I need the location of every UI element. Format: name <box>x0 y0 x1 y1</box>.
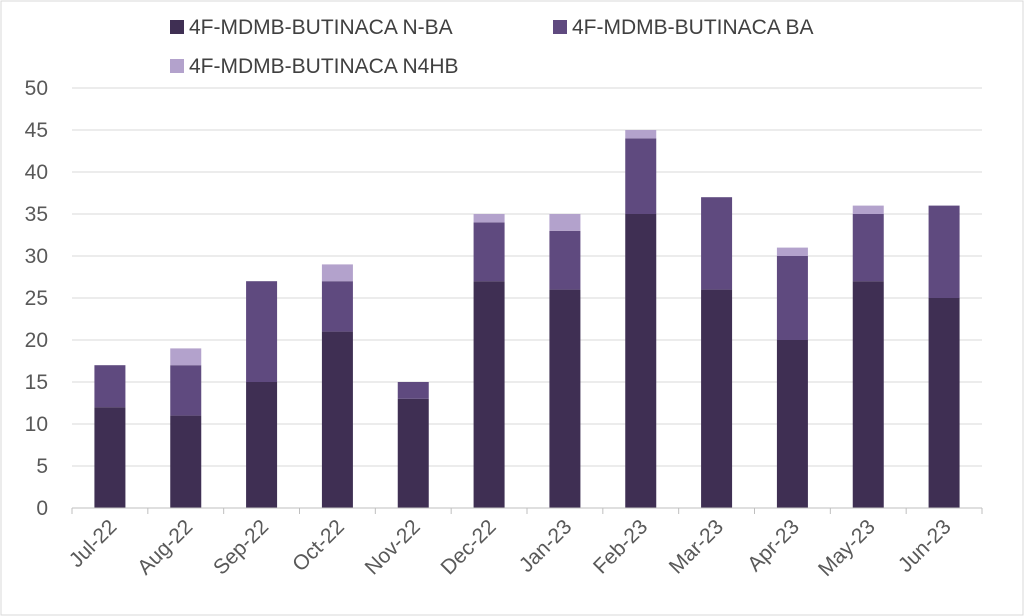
bar-segment <box>701 289 733 508</box>
bar-segment <box>246 382 278 508</box>
y-tick-label: 20 <box>25 329 48 352</box>
bar-segment <box>625 130 657 139</box>
legend-swatch <box>553 20 567 34</box>
bar-segment <box>852 281 884 508</box>
bar-segment <box>549 289 581 508</box>
y-tick-label: 0 <box>36 497 48 520</box>
bar-segment <box>246 281 278 382</box>
bars <box>94 130 960 508</box>
bar-segment <box>625 214 657 508</box>
y-tick-label: 45 <box>25 119 48 142</box>
bar-segment <box>776 247 808 256</box>
y-tick-label: 40 <box>25 161 48 184</box>
legend-label: 4F-MDMB-BUTINACA N4HB <box>189 55 459 78</box>
bar-segment <box>625 138 657 214</box>
y-tick-label: 50 <box>25 77 48 100</box>
y-tick-label: 35 <box>25 203 48 226</box>
bar-segment <box>701 197 733 290</box>
legend-swatch <box>170 20 184 34</box>
bar-segment <box>473 281 505 508</box>
y-tick-label: 30 <box>25 245 48 268</box>
y-tick-label: 5 <box>36 455 48 478</box>
legend-swatch <box>170 59 184 73</box>
legend-label: 4F-MDMB-BUTINACA BA <box>572 16 814 39</box>
bar-segment <box>397 382 429 399</box>
bar-segment <box>170 365 202 416</box>
bar-segment <box>397 398 429 508</box>
y-tick-label: 15 <box>25 371 48 394</box>
bar-segment <box>94 365 126 408</box>
legend-label: 4F-MDMB-BUTINACA N-BA <box>189 16 453 39</box>
legend: 4F-MDMB-BUTINACA N-BA 4F-MDMB-BUTINACA BA… <box>170 16 814 78</box>
bar-segment <box>94 407 126 508</box>
bar-segment <box>852 214 884 282</box>
bar-segment <box>549 214 581 231</box>
bar-segment <box>473 214 505 223</box>
y-tick-label: 10 <box>25 413 48 436</box>
y-tick-label: 25 <box>25 287 48 310</box>
bar-segment <box>928 298 960 508</box>
bar-segment <box>776 256 808 340</box>
bar-segment <box>852 205 884 214</box>
bar-segment <box>321 331 353 508</box>
gridlines <box>72 87 982 467</box>
bar-segment <box>170 415 202 508</box>
bar-segment <box>321 281 353 332</box>
bar-segment <box>928 205 960 298</box>
bar-segment <box>776 340 808 508</box>
bar-segment <box>321 264 353 282</box>
bar-segment <box>473 222 505 282</box>
bar-segment <box>170 348 202 366</box>
bar-segment <box>549 230 581 290</box>
